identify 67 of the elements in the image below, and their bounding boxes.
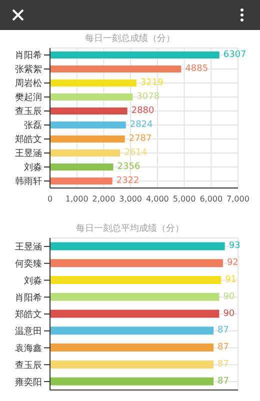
data-label: 92 xyxy=(226,258,238,268)
bar xyxy=(50,178,112,184)
y-tick-label: 肖阳希 xyxy=(15,50,42,62)
bar xyxy=(50,259,223,268)
y-tick-label: 温意田 xyxy=(15,326,42,338)
data-label: 2880 xyxy=(131,106,155,116)
y-tick-label: 郑皓文 xyxy=(15,134,42,146)
y-tick-label: 张磊 xyxy=(24,120,42,132)
chart-title: 每日一刻总成绩（分） xyxy=(84,32,176,46)
bar xyxy=(50,360,214,368)
bar xyxy=(50,276,222,284)
x-tick-label: 6,000 xyxy=(200,194,223,204)
bar xyxy=(50,108,128,114)
y-tick-label: 张紫絮 xyxy=(15,64,42,76)
y-tick-label: 韩雨轩 xyxy=(15,176,42,188)
bar xyxy=(50,66,182,72)
x-tick-label: 2,000 xyxy=(92,194,116,204)
data-label: 2356 xyxy=(117,162,140,172)
data-label: 2614 xyxy=(124,148,148,158)
x-tick-label: 4,000 xyxy=(146,194,169,204)
y-tick-label: 周岩松 xyxy=(15,78,42,90)
bar xyxy=(50,292,220,301)
data-label: 91 xyxy=(225,275,237,285)
y-tick-label: 王昱涵 xyxy=(15,148,42,160)
data-label: 3078 xyxy=(136,92,160,102)
y-tick-label: 袁海鑫 xyxy=(15,342,42,354)
y-tick-label: 樊起润 xyxy=(15,92,42,104)
x-tick-label: 5,000 xyxy=(172,194,196,204)
data-label: 2322 xyxy=(116,176,140,186)
bar xyxy=(50,344,214,352)
y-tick-label: 刘淼 xyxy=(24,162,42,174)
y-tick-label: 查玉辰 xyxy=(15,106,42,118)
bar xyxy=(50,94,133,100)
x-tick-label: 1,000 xyxy=(65,194,88,204)
data-label: 93 xyxy=(228,241,240,252)
data-label: 6307 xyxy=(223,50,246,60)
y-tick-label: 王昱涵 xyxy=(15,242,42,253)
data-label: 2787 xyxy=(128,134,152,144)
x-tick-label: 7,000 xyxy=(226,194,250,204)
bar xyxy=(50,150,120,156)
bar xyxy=(50,52,220,58)
y-tick-label: 肖阳希 xyxy=(15,292,42,304)
bar xyxy=(50,377,214,386)
data-label: 87 xyxy=(218,326,230,336)
data-label: 87 xyxy=(218,359,230,370)
y-tick-label: 何奕臻 xyxy=(15,258,42,270)
bar xyxy=(50,310,220,318)
data-label: 4885 xyxy=(185,64,208,74)
bar xyxy=(50,326,214,335)
data-label: 2824 xyxy=(130,120,154,130)
bar xyxy=(50,80,136,86)
bar xyxy=(50,164,114,170)
y-tick-label: 郑皓文 xyxy=(15,309,42,320)
data-label: 87 xyxy=(218,342,230,353)
data-label: 90 xyxy=(223,292,235,302)
data-label: 87 xyxy=(218,376,230,386)
x-tick-label: 0 xyxy=(47,194,53,204)
y-tick-label: 雍奕阳 xyxy=(15,376,42,388)
chart-title: 每日一刻总平均成绩（分） xyxy=(75,222,185,236)
bar xyxy=(50,122,126,128)
data-label: 3219 xyxy=(140,78,164,88)
y-tick-label: 查玉辰 xyxy=(15,360,42,371)
bar xyxy=(50,242,225,250)
bar xyxy=(50,136,125,142)
y-tick-label: 刘淼 xyxy=(24,275,42,286)
x-tick-label: 3,000 xyxy=(119,194,142,204)
data-label: 90 xyxy=(223,308,235,319)
